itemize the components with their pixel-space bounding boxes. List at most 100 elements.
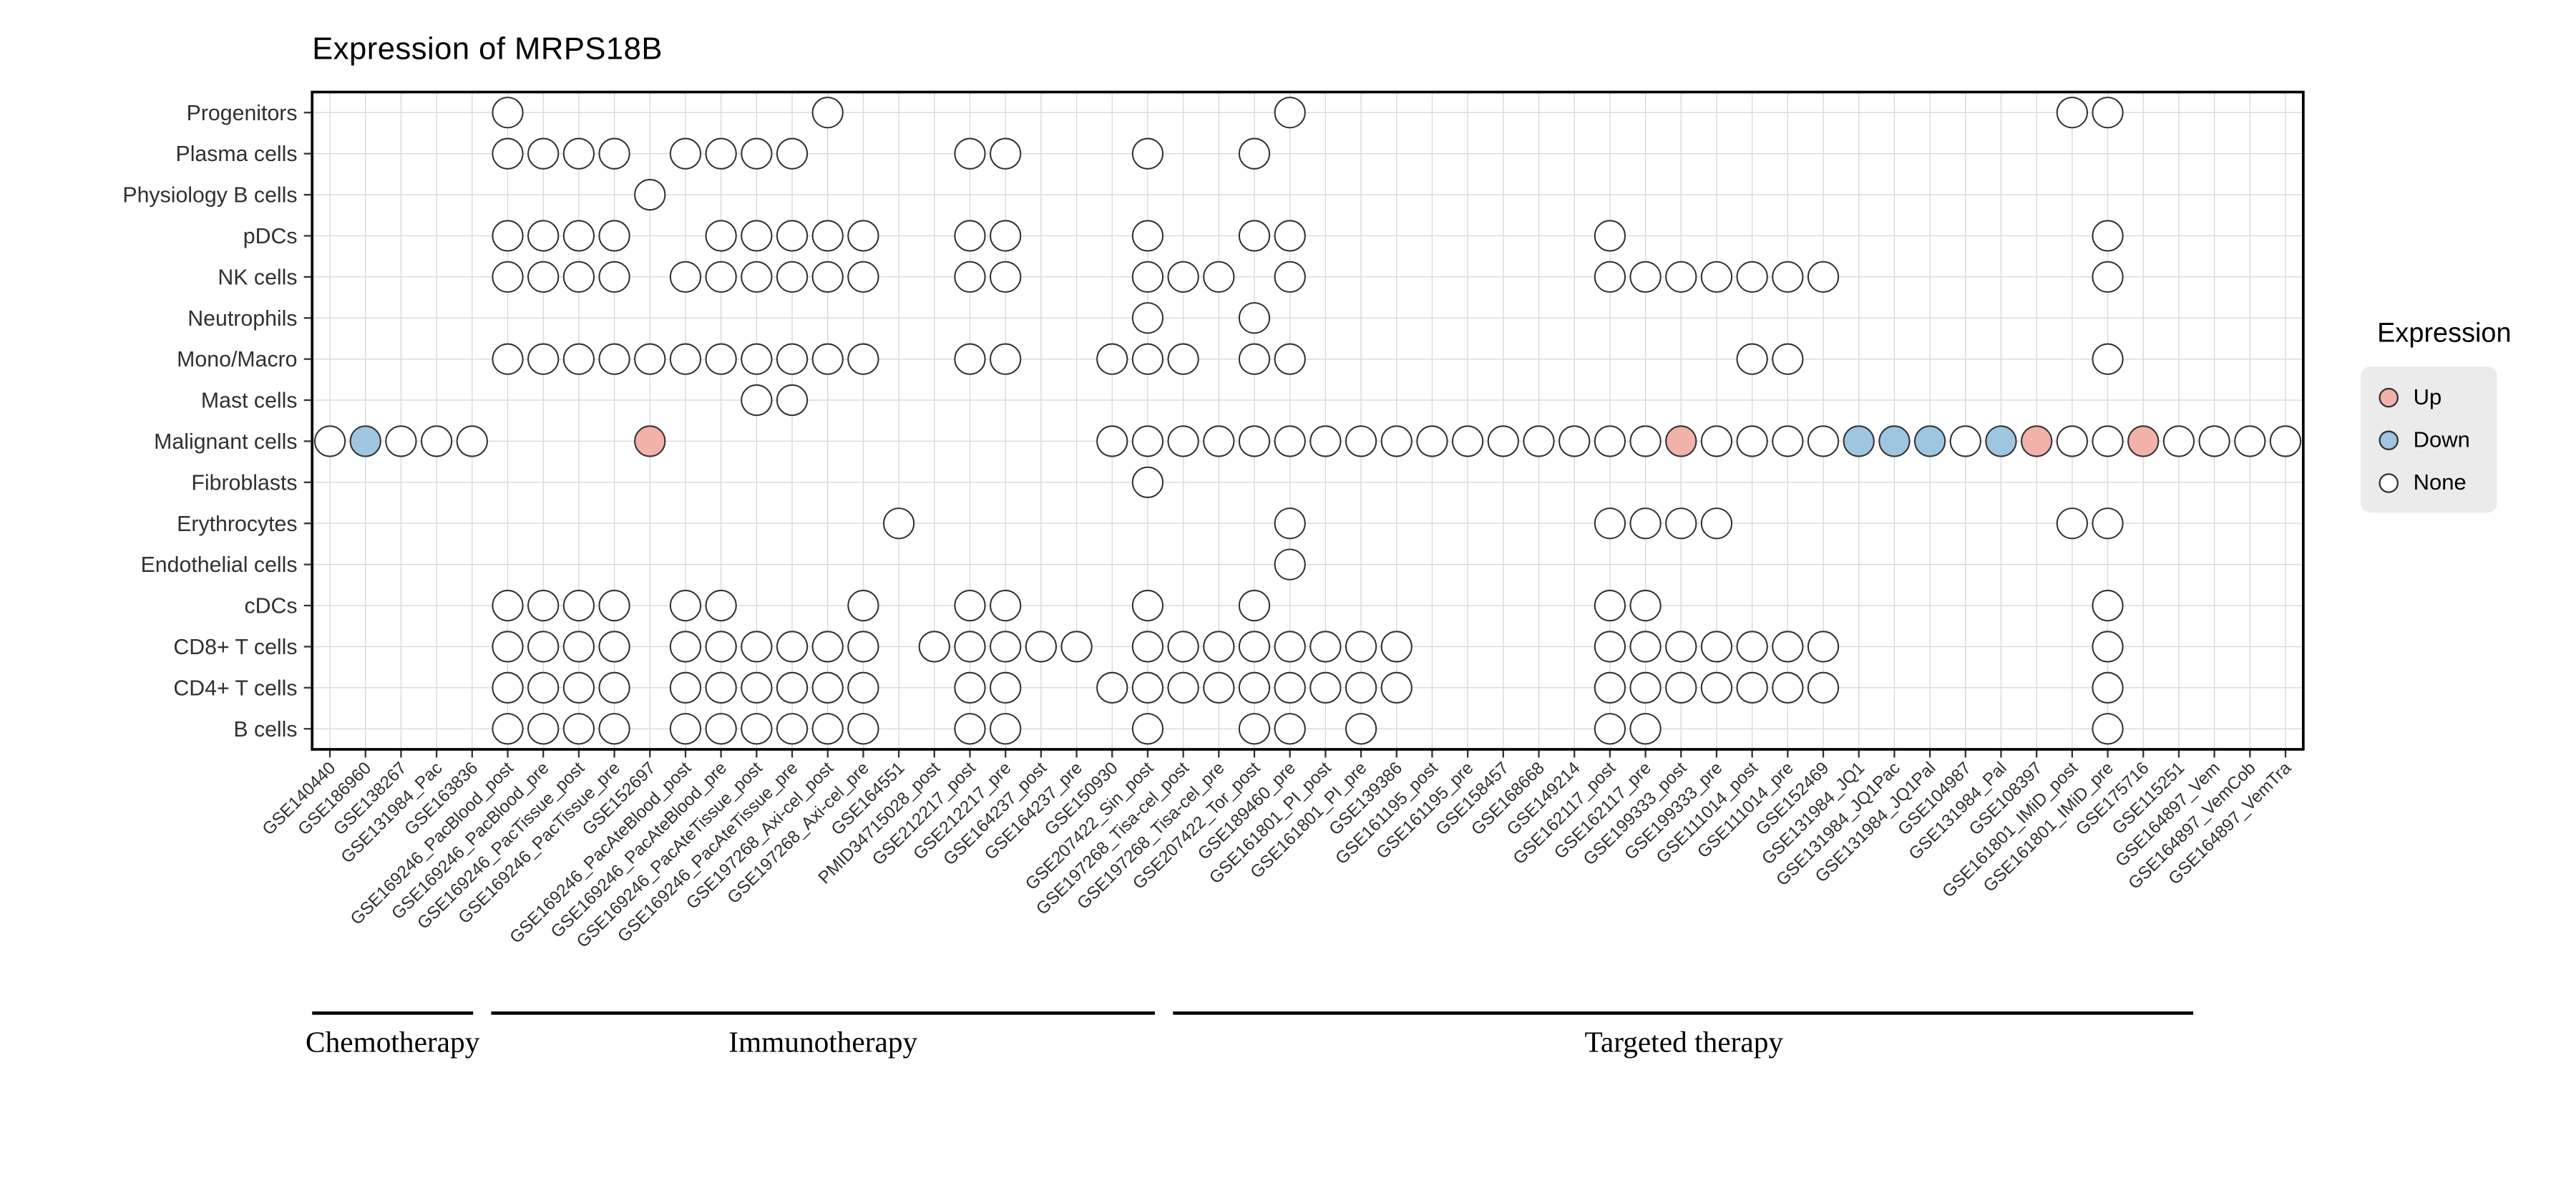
expression-dot [598, 261, 630, 293]
expression-dot [562, 671, 595, 704]
legend-up-dot-icon [2379, 387, 2399, 407]
expression-dot [1629, 425, 1662, 457]
expression-dot [1807, 261, 1840, 293]
expression-dot [1238, 589, 1271, 622]
expression-dot [1665, 261, 1697, 293]
expression-dot [1238, 220, 1271, 252]
expression-dot [1274, 713, 1306, 745]
expression-dot [1203, 261, 1235, 293]
expression-dot [1807, 631, 1840, 663]
expression-dot [2162, 425, 2195, 457]
expression-dot [741, 713, 773, 745]
expression-dot [1131, 343, 1164, 375]
expression-dot [1878, 425, 1911, 457]
legend-item-up: Up [2379, 384, 2469, 409]
legend-item-down: Down [2379, 427, 2470, 452]
dots-layer [313, 97, 2302, 745]
expression-dot [2092, 343, 2124, 375]
expression-dot [1345, 671, 1377, 704]
expression-dot [1772, 671, 1804, 704]
expression-dot [1629, 713, 1662, 745]
expression-dot [492, 137, 524, 170]
expression-dot [669, 137, 702, 170]
expression-dot [598, 671, 630, 704]
expression-dot [811, 261, 844, 293]
expression-dot [1309, 425, 1342, 457]
expression-dot [1736, 671, 1768, 704]
expression-dot [1665, 631, 1697, 663]
expression-dot [847, 261, 879, 293]
expression-dot [811, 343, 844, 375]
expression-dot [776, 631, 809, 663]
expression-dot [1629, 631, 1662, 663]
y-axis-label: cDCs [244, 595, 297, 618]
expression-dot [2269, 425, 2302, 457]
expression-dot [1949, 425, 1981, 457]
legend-none-label: None [2413, 470, 2467, 495]
expression-dot [1274, 425, 1306, 457]
expression-dot [811, 631, 844, 663]
expression-dot [954, 343, 986, 375]
expression-dot [527, 261, 560, 293]
expression-dot [492, 220, 524, 252]
expression-dot [1131, 466, 1164, 499]
expression-dot [562, 220, 595, 252]
expression-dot [776, 137, 809, 170]
expression-dot [1380, 671, 1413, 704]
expression-dot [492, 589, 524, 622]
expression-dot [1274, 343, 1306, 375]
expression-dot [1736, 343, 1768, 375]
expression-dot [1700, 425, 1733, 457]
expression-dot [492, 97, 524, 129]
expression-dot [1274, 220, 1306, 252]
expression-dot [1594, 631, 1626, 663]
expression-dot [990, 343, 1022, 375]
expression-dot [527, 589, 560, 622]
y-axis-label: CD4+ T cells [173, 676, 297, 700]
expression-dot [847, 343, 879, 375]
expression-dot [1594, 507, 1626, 540]
expression-dot [1238, 302, 1271, 334]
expression-dot [669, 713, 702, 745]
expression-dot [741, 261, 773, 293]
expression-dot [1700, 631, 1733, 663]
expression-dot [634, 343, 666, 375]
expression-dot [741, 343, 773, 375]
expression-dot [1416, 425, 1448, 457]
expression-dot [634, 178, 666, 211]
expression-dot [741, 220, 773, 252]
expression-dot [1700, 261, 1733, 293]
expression-dot [811, 97, 844, 129]
expression-dot [1451, 425, 1484, 457]
expression-dot [492, 631, 524, 663]
expression-dot [847, 220, 879, 252]
expression-dot [1131, 425, 1164, 457]
expression-dot [313, 425, 346, 457]
expression-dot [1380, 631, 1413, 663]
expression-dot [598, 343, 630, 375]
y-axis-label: pDCs [243, 225, 298, 248]
expression-dot [2092, 97, 2124, 129]
expression-dot [990, 713, 1022, 745]
expression-dot [1096, 425, 1128, 457]
legend-down-label: Down [2413, 427, 2470, 452]
expression-dot [1238, 713, 1271, 745]
expression-dot [954, 713, 986, 745]
expression-dot [562, 631, 595, 663]
expression-dot [776, 671, 809, 704]
legend-down-dot-icon [2379, 429, 2399, 449]
expression-dot [776, 220, 809, 252]
expression-dot [741, 671, 773, 704]
expression-dot [1807, 425, 1840, 457]
expression-dot [1131, 137, 1164, 170]
expression-dot [1167, 671, 1199, 704]
expression-dot [776, 343, 809, 375]
expression-dot [527, 220, 560, 252]
expression-dot [990, 631, 1022, 663]
expression-dot [2234, 425, 2266, 457]
expression-dot [705, 261, 737, 293]
expression-dot [1665, 425, 1697, 457]
expression-dot [492, 343, 524, 375]
expression-dot [2056, 507, 2089, 540]
expression-dot [669, 343, 702, 375]
